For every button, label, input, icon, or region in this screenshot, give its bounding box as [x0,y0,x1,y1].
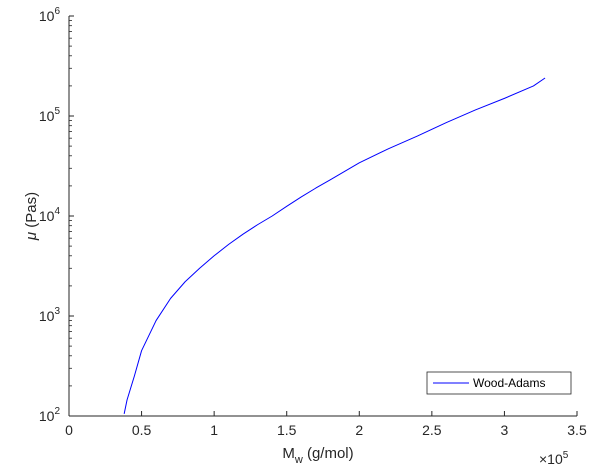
y-tick-label: 103 [39,306,61,324]
y-tick-label: 104 [39,206,61,224]
x-ticks: 0 0.5 1 1.5 2 2.5 3 3.5 [65,411,587,438]
plot-area [69,16,577,416]
x-tick-label: 3.5 [567,422,587,438]
x-axis-exponent-base: ×10 [539,451,563,467]
series-line-wood-adams [123,77,546,414]
y-tick-label: 105 [39,106,61,124]
y-tick-label: 106 [39,6,61,24]
legend-box [426,371,572,395]
series [123,77,546,414]
x-axis-label-units: (g/mol) [303,445,354,462]
y-axis-label-mu: μ [23,232,40,241]
legend-entry-label: Wood-Adams [473,376,545,390]
y-axis-label: μ (Pas) [23,192,40,241]
x-tick-label: 0 [65,422,73,438]
legend: Wood-Adams [426,371,572,395]
y-tick-label: 102 [39,406,61,424]
x-axis-label: Mw (g/mol) [282,445,353,466]
x-tick-label: 2 [355,422,363,438]
x-axis-label-subscript: w [294,454,303,466]
x-tick-label: 0.5 [132,422,152,438]
x-tick-label: 1.5 [277,422,297,438]
x-axis-exponent: ×105 [539,450,569,467]
x-tick-label: 1 [210,422,218,438]
y-ticks: 102 103 104 105 106 [39,6,74,424]
x-axis-exponent-power: 5 [563,450,569,461]
x-tick-label: 2.5 [422,422,442,438]
y-axis-label-units: (Pas) [23,192,40,232]
axes [68,16,577,417]
x-axis-label-main: M [282,445,295,462]
x-tick-label: 3 [501,422,509,438]
